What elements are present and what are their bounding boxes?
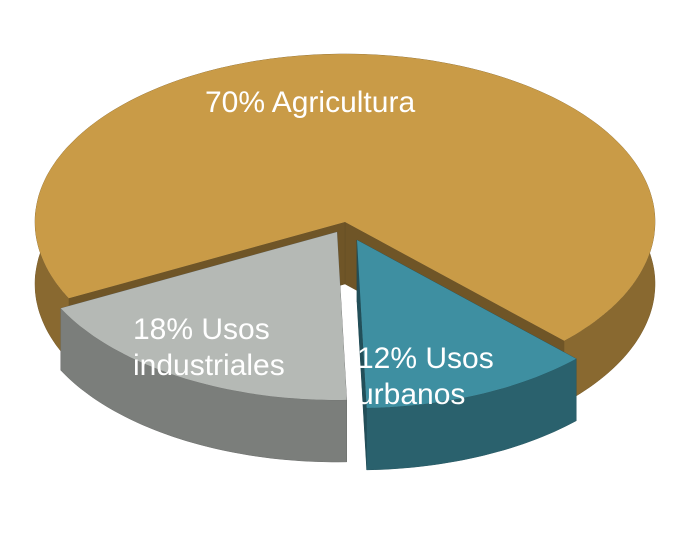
slice-side: [60, 307, 347, 463]
value-label: 70%: [205, 86, 266, 119]
category-label: Usos urbanos: [357, 342, 494, 411]
slice-label: 12% Usos urbanos: [357, 341, 522, 413]
category-label: Usos industriales: [133, 313, 285, 382]
slice-label: 70% Agricultura: [205, 85, 525, 121]
slice: [35, 54, 655, 341]
slice-label: 18% Usos industriales: [133, 312, 318, 384]
category-label: Agricultura: [271, 86, 416, 119]
slice: [60, 232, 347, 400]
value-label: 12%: [357, 342, 418, 375]
slice: [357, 240, 577, 408]
value-label: 18%: [133, 313, 194, 346]
